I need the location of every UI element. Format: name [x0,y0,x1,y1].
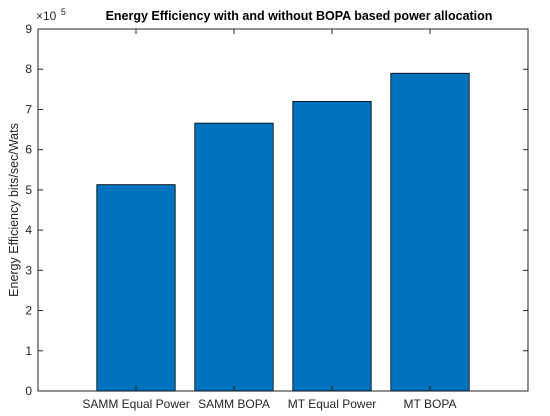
y-axis-label: Energy Efficiency bits/sec/Wats [7,123,21,297]
y-tick-label: 5 [25,183,32,197]
bar [292,101,372,392]
x-tick-label: MT BOPA [404,397,457,411]
y-tick-label: 1 [25,344,32,358]
bars-group [96,72,470,392]
x-tick-label: SAMM Equal Power [82,397,189,411]
y-tick-label: 2 [25,304,32,318]
bar [96,184,176,392]
y-tick-labels: 0 1 2 3 4 5 6 7 8 9 [25,22,32,398]
x-tick-label: MT Equal Power [288,397,376,411]
y-axis-exponent-base: ×10 [36,9,57,23]
y-axis-exponent-power: 5 [61,7,66,17]
axis-ticks [38,28,528,392]
y-tick-label: 3 [25,263,32,277]
y-axis-exponent-label: ×10 5 [36,7,66,24]
y-tick-label: 6 [25,143,32,157]
y-tick-label: 7 [25,102,32,116]
y-tick-label: 0 [25,384,32,398]
y-tick-label: 9 [25,22,32,36]
y-tick-label: 8 [25,62,32,76]
x-tick-labels: SAMM Equal Power SAMM BOPA MT Equal Power M… [82,397,456,411]
bar [390,72,470,392]
y-tick-label: 4 [25,223,32,237]
chart-title: Energy Efficiency with and without BOPA … [106,9,493,23]
bar [194,122,274,392]
x-tick-label: SAMM BOPA [198,397,270,411]
